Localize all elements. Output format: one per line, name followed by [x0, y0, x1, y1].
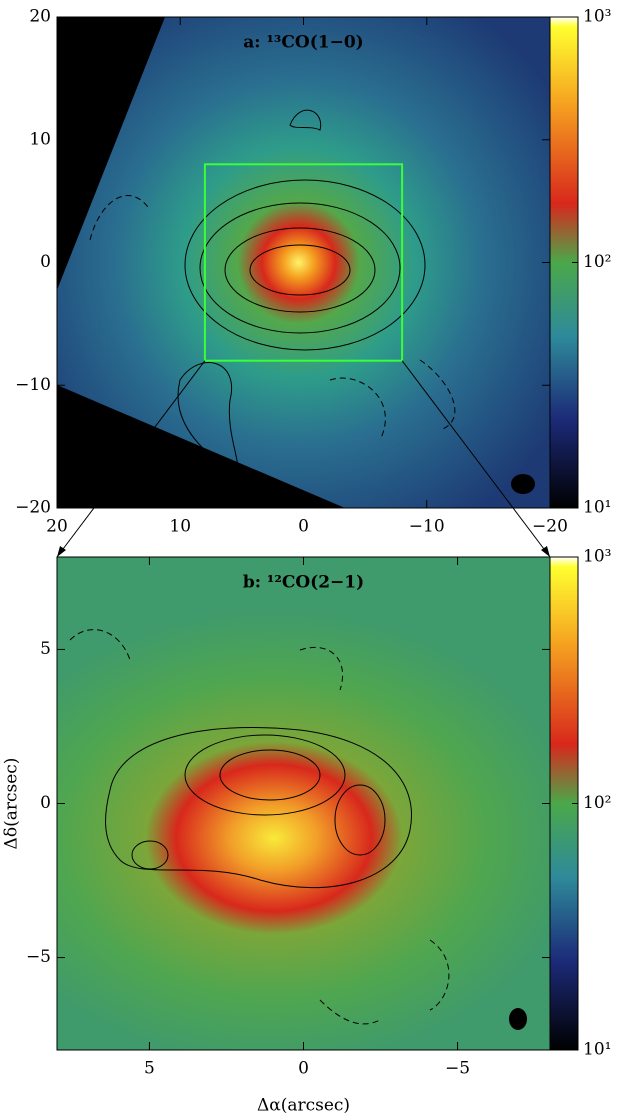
colorbar-tick-label: 10¹ [583, 498, 611, 518]
colorbar-tick-label: 10³ [583, 547, 611, 567]
panel-a-image [57, 17, 550, 508]
panel-b-image [57, 557, 550, 1050]
zoom-line [401, 360, 551, 558]
x-tick-label: 0 [298, 517, 309, 537]
x-tick-label: 10 [169, 517, 191, 537]
y-tick-label: 0 [40, 793, 51, 813]
colorbar-tick-label: 10³ [583, 7, 611, 27]
zoom-line [56, 360, 206, 558]
contours-b [69, 629, 450, 1025]
x-axis-label: Δα(arcsec) [257, 1096, 350, 1116]
zoom-arrow [57, 546, 66, 557]
y-tick-label: 10 [29, 129, 51, 149]
y-tick-label: −20 [15, 498, 51, 518]
y-tick-label: −10 [15, 375, 51, 395]
colorbar-tick-label: 10² [583, 793, 611, 813]
zoom-box [203, 163, 404, 362]
y-tick-label: −5 [26, 947, 51, 967]
y-tick-label: 0 [40, 252, 51, 272]
contours-a [89, 109, 456, 473]
x-tick-label: 20 [46, 517, 68, 537]
panel-title: b: ¹²CO(2−1) [243, 573, 364, 593]
x-tick-label: −5 [445, 1059, 470, 1079]
colorbar-tick-label: 10² [583, 252, 611, 272]
y-axis-label: Δδ(arcsec) [2, 758, 22, 850]
panel-title: a: ¹³CO(1−0) [243, 33, 363, 53]
x-tick-label: 0 [298, 1059, 309, 1079]
x-tick-label: −20 [532, 517, 568, 537]
y-tick-label: 20 [29, 7, 51, 27]
x-tick-label: −10 [409, 517, 445, 537]
zoom-arrow [541, 546, 550, 557]
colorbar-tick-label: 10¹ [583, 1040, 611, 1060]
y-tick-label: 5 [40, 639, 51, 659]
x-tick-label: 5 [144, 1059, 155, 1079]
